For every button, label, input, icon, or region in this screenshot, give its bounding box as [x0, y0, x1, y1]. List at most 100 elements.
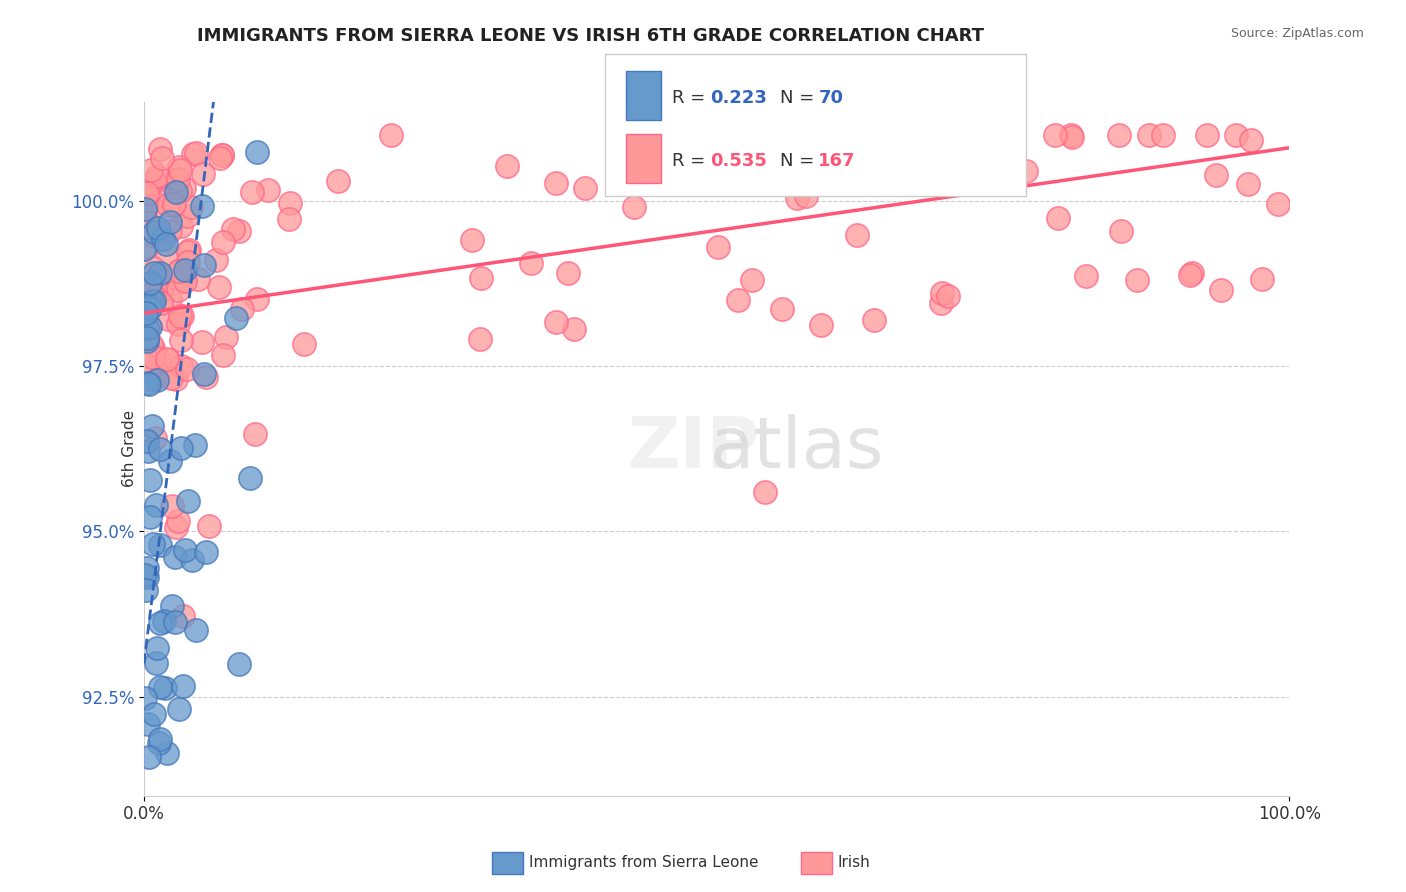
Point	[211, 348, 233, 362]
Point	[152, 614, 174, 628]
Point	[863, 312, 886, 326]
Point	[139, 337, 162, 351]
Point	[148, 736, 170, 750]
Point	[163, 172, 186, 186]
Point	[145, 498, 167, 512]
Point	[139, 301, 162, 316]
Point	[136, 216, 159, 230]
Point	[167, 284, 190, 298]
Point	[222, 222, 245, 236]
Point	[666, 128, 689, 142]
Point	[292, 337, 315, 351]
Point	[150, 296, 173, 310]
Point	[156, 198, 179, 212]
Point	[1109, 224, 1132, 238]
Point	[138, 750, 160, 764]
Point	[177, 245, 200, 260]
Point	[155, 746, 177, 760]
Point	[208, 280, 231, 294]
Point	[167, 514, 190, 528]
Point	[173, 543, 195, 558]
Point	[135, 334, 157, 349]
Point	[134, 242, 156, 256]
Point	[184, 438, 207, 452]
Point	[149, 538, 172, 552]
Point	[165, 519, 187, 533]
Point	[167, 264, 190, 278]
Point	[837, 128, 859, 142]
Point	[160, 499, 183, 513]
Point	[965, 128, 987, 142]
Point	[141, 163, 163, 178]
Point	[139, 319, 162, 334]
Point	[136, 561, 159, 575]
Point	[544, 177, 567, 191]
Point	[136, 289, 159, 303]
Point	[145, 657, 167, 671]
Point	[167, 171, 190, 186]
Point	[138, 377, 160, 392]
Point	[1225, 128, 1247, 142]
Point	[155, 237, 177, 252]
Point	[134, 266, 156, 280]
Point	[136, 434, 159, 448]
Point	[136, 569, 159, 583]
Point	[936, 128, 959, 142]
Text: R =: R =	[672, 152, 711, 169]
Point	[754, 485, 776, 500]
Point	[165, 372, 187, 386]
Point	[225, 310, 247, 325]
Point	[145, 273, 167, 287]
Point	[574, 180, 596, 194]
Point	[162, 196, 184, 211]
Point	[193, 368, 215, 382]
Point	[198, 518, 221, 533]
Point	[134, 302, 156, 317]
Point	[136, 198, 159, 212]
Point	[139, 178, 162, 192]
Point	[143, 280, 166, 294]
Point	[794, 188, 817, 202]
Point	[136, 443, 159, 458]
Point	[623, 200, 645, 214]
Point	[931, 285, 953, 300]
Point	[148, 268, 170, 283]
Point	[810, 318, 832, 332]
Point	[153, 681, 176, 695]
Point	[149, 283, 172, 297]
Point	[718, 128, 741, 142]
Point	[173, 272, 195, 286]
Point	[134, 202, 156, 217]
Point	[177, 254, 200, 268]
Point	[170, 359, 193, 373]
Point	[149, 232, 172, 246]
Point	[134, 691, 156, 706]
Point	[134, 302, 156, 317]
Point	[136, 716, 159, 731]
Point	[981, 158, 1004, 172]
Point	[1060, 130, 1083, 145]
Point	[770, 301, 793, 316]
Point	[1267, 197, 1289, 211]
Point	[135, 213, 157, 227]
Point	[159, 292, 181, 306]
Point	[176, 361, 198, 376]
Point	[145, 640, 167, 655]
Text: 0.535: 0.535	[710, 152, 766, 169]
Point	[150, 151, 173, 165]
Point	[238, 471, 260, 485]
Point	[145, 373, 167, 387]
Point	[215, 330, 238, 344]
Point	[152, 232, 174, 246]
Point	[134, 373, 156, 387]
Point	[159, 215, 181, 229]
Text: Immigrants from Sierra Leone: Immigrants from Sierra Leone	[529, 855, 758, 870]
Point	[136, 239, 159, 253]
Point	[496, 159, 519, 173]
Point	[134, 356, 156, 370]
Point	[209, 151, 232, 165]
Point	[205, 252, 228, 267]
Point	[142, 706, 165, 721]
Point	[156, 312, 179, 326]
Point	[929, 296, 952, 310]
